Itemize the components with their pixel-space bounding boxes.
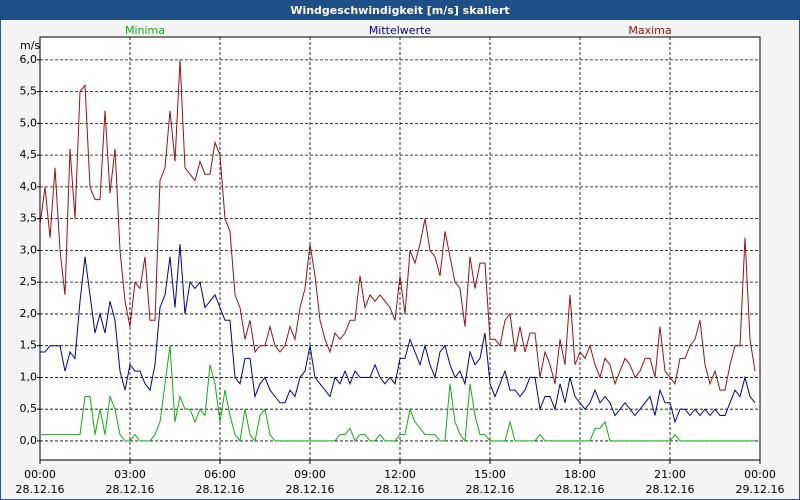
- y-tick-label: 6,0: [20, 53, 38, 66]
- title-bar: [0, 0, 800, 20]
- y-tick-label: 0,0: [20, 434, 38, 447]
- x-tick-label: 09:00: [294, 468, 326, 481]
- y-tick-label: 2,0: [20, 307, 38, 320]
- x-tick-label: 18:00: [564, 468, 596, 481]
- y-tick-label: 2,5: [20, 275, 38, 288]
- x-tick-date: 28.12.16: [466, 483, 515, 496]
- x-tick-date: 28.12.16: [556, 483, 605, 496]
- x-tick-date: 29.12.16: [736, 483, 785, 496]
- x-tick-label: 06:00: [204, 468, 236, 481]
- y-tick-label: 4,5: [20, 148, 38, 161]
- series-line: [40, 244, 756, 424]
- y-tick-label: 3,0: [20, 243, 38, 256]
- y-tick-label: 3,5: [20, 212, 38, 225]
- x-tick-date: 28.12.16: [16, 483, 65, 496]
- x-tick-label: 03:00: [114, 468, 146, 481]
- series-line: [40, 345, 755, 443]
- x-tick-label: 00:00: [24, 468, 56, 481]
- x-tick-date: 28.12.16: [106, 483, 155, 496]
- y-tick-label: 5,5: [20, 85, 38, 98]
- x-tick-date: 28.12.16: [646, 483, 695, 496]
- x-tick-label: 00:00: [744, 468, 776, 481]
- chart-title: Windgeschwindigkeit [m/s] skaliert: [290, 4, 509, 17]
- x-tick-label: 21:00: [654, 468, 686, 481]
- y-tick-label: 0,5: [20, 402, 38, 415]
- y-tick-label: 1,0: [20, 370, 38, 383]
- legend-label: Mittelwerte: [369, 24, 432, 37]
- legend-label: Maxima: [628, 24, 671, 37]
- x-tick-label: 15:00: [474, 468, 506, 481]
- y-tick-label: 5,0: [20, 116, 38, 129]
- x-tick-date: 28.12.16: [376, 483, 425, 496]
- y-tick-label: 1,5: [20, 339, 38, 352]
- y-tick-label: 4,0: [20, 180, 38, 193]
- x-tick-date: 28.12.16: [286, 483, 335, 496]
- series-line: [39, 59, 756, 391]
- x-tick-date: 28.12.16: [196, 483, 245, 496]
- legend-label: Minima: [125, 24, 165, 37]
- y-unit: m/s: [20, 39, 40, 52]
- x-tick-label: 12:00: [384, 468, 416, 481]
